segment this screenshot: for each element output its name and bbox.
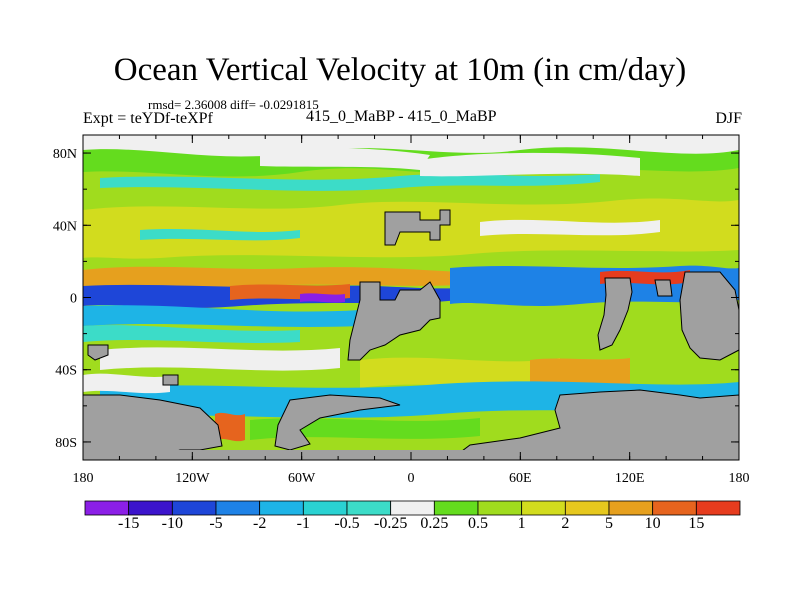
field-eq-cyan	[83, 305, 360, 327]
field-southern-white	[83, 373, 170, 394]
colorbar	[84, 500, 741, 516]
field-nlat-cyan	[140, 229, 300, 241]
land-south-america	[347, 281, 441, 361]
field-sth-yellow	[360, 357, 560, 389]
land-africa	[597, 277, 633, 351]
x-tick-label: 120E	[615, 471, 645, 486]
colorbar-swatch	[128, 500, 173, 516]
colorbar-label: 1	[517, 515, 526, 532]
colorbar-label: 0.5	[468, 515, 488, 532]
x-tick-label: 0	[408, 471, 415, 486]
stats-text: rmsd= 2.36008 diff= -0.0291815	[148, 97, 319, 112]
field-sth-white	[100, 347, 340, 371]
colorbar-swatch	[259, 500, 304, 516]
colorbar-swatch	[171, 500, 217, 516]
subtitle-label: 415_0_MaBP - 415_0_MaBP	[306, 108, 497, 125]
experiment-label: Expt = teYDf-teXPf	[83, 110, 213, 127]
colorbar-label: 10	[644, 515, 661, 532]
colorbar-label: 5	[605, 515, 613, 532]
land-australia	[679, 271, 739, 361]
colorbar-swatch	[215, 500, 261, 516]
land-small-island	[162, 374, 179, 386]
x-tick-label: 60W	[288, 471, 316, 486]
land-antarctica	[83, 389, 739, 460]
x-tick-label: 180	[73, 471, 94, 486]
colorbar-swatch	[433, 500, 479, 516]
colorbar-swatch	[477, 500, 523, 516]
season-label: DJF	[715, 110, 742, 127]
colorbar-label: -10	[161, 515, 183, 532]
chart-title: Ocean Vertical Velocity at 10m (in cm/da…	[113, 52, 687, 88]
colorbar-swatch	[608, 500, 654, 516]
colorbar-label: 2	[561, 515, 570, 532]
x-tick-label: 60E	[509, 471, 532, 486]
field-arctic-white2	[420, 152, 640, 177]
field-eq-purple	[300, 293, 345, 303]
colorbar-swatch	[390, 500, 435, 516]
colorbar-swatch	[695, 500, 741, 516]
field-nlat-white	[480, 219, 660, 236]
colorbar-swatch	[521, 500, 566, 516]
y-tick-label: 40N	[53, 219, 77, 234]
land-indonesia	[654, 279, 673, 297]
colorbar-label: -5	[209, 515, 223, 532]
colorbar-swatch	[84, 500, 130, 516]
x-tick-label: 120W	[175, 471, 210, 486]
colorbar-label: -1	[296, 515, 310, 532]
field-arctic-white3	[260, 147, 430, 170]
field-eq-orange	[83, 266, 460, 288]
colorbar-label: 15	[688, 515, 705, 532]
y-tick-label: 0	[70, 292, 77, 307]
land-north-america	[384, 209, 451, 246]
field-arctic-cyan	[100, 174, 600, 191]
y-tick-label: 80S	[55, 436, 77, 451]
velocity-field	[83, 135, 739, 460]
colorbar-label: 0.25	[420, 515, 449, 532]
colorbar-label: -0.5	[334, 515, 360, 532]
colorbar-label: -2	[252, 515, 267, 532]
land-west-islands	[87, 344, 109, 361]
x-tick-label: 180	[729, 471, 750, 486]
colorbar-label: -15	[117, 515, 140, 532]
colorbar-label: -0.25	[373, 515, 408, 532]
colorbar-swatch	[652, 500, 697, 516]
y-tick-label: 40S	[55, 364, 77, 379]
colorbar-swatch	[564, 500, 610, 516]
colorbar-swatch	[346, 500, 392, 516]
axes: 180 120W 60W 0 60E 120E 180 80N 40N 0 40S 80S	[53, 135, 750, 486]
colorbar-swatch	[302, 500, 348, 516]
y-tick-label: 80N	[53, 147, 77, 162]
field-southern-orange	[215, 412, 245, 442]
field-eq-cyan2	[83, 325, 300, 343]
